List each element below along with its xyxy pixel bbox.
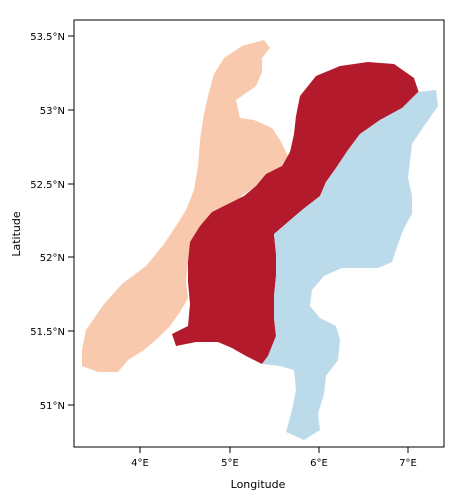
x-axis: 4°E 5°E 6°E 7°E Longitude [131,447,417,491]
map-regions [82,40,438,440]
x-axis-title: Longitude [231,478,286,491]
y-tick-label: 53°N [40,106,65,117]
x-tick-label: 4°E [131,458,149,469]
x-tick-label: 6°E [310,458,328,469]
y-axis: 53.5°N 53°N 52.5°N 52°N 51.5°N 51°N Lati… [10,32,74,412]
y-tick-label: 51°N [40,401,65,412]
plot-frame [73,19,445,448]
x-tick-label: 5°E [221,458,239,469]
central-region [172,62,420,364]
y-tick-label: 52°N [40,253,65,264]
west-region [82,40,288,372]
y-axis-title: Latitude [10,211,23,257]
y-tick-label: 51.5°N [30,327,65,338]
y-tick-label: 53.5°N [30,32,65,43]
x-tick-label: 7°E [399,458,417,469]
y-tick-label: 52.5°N [30,180,65,191]
east-region [262,90,438,440]
